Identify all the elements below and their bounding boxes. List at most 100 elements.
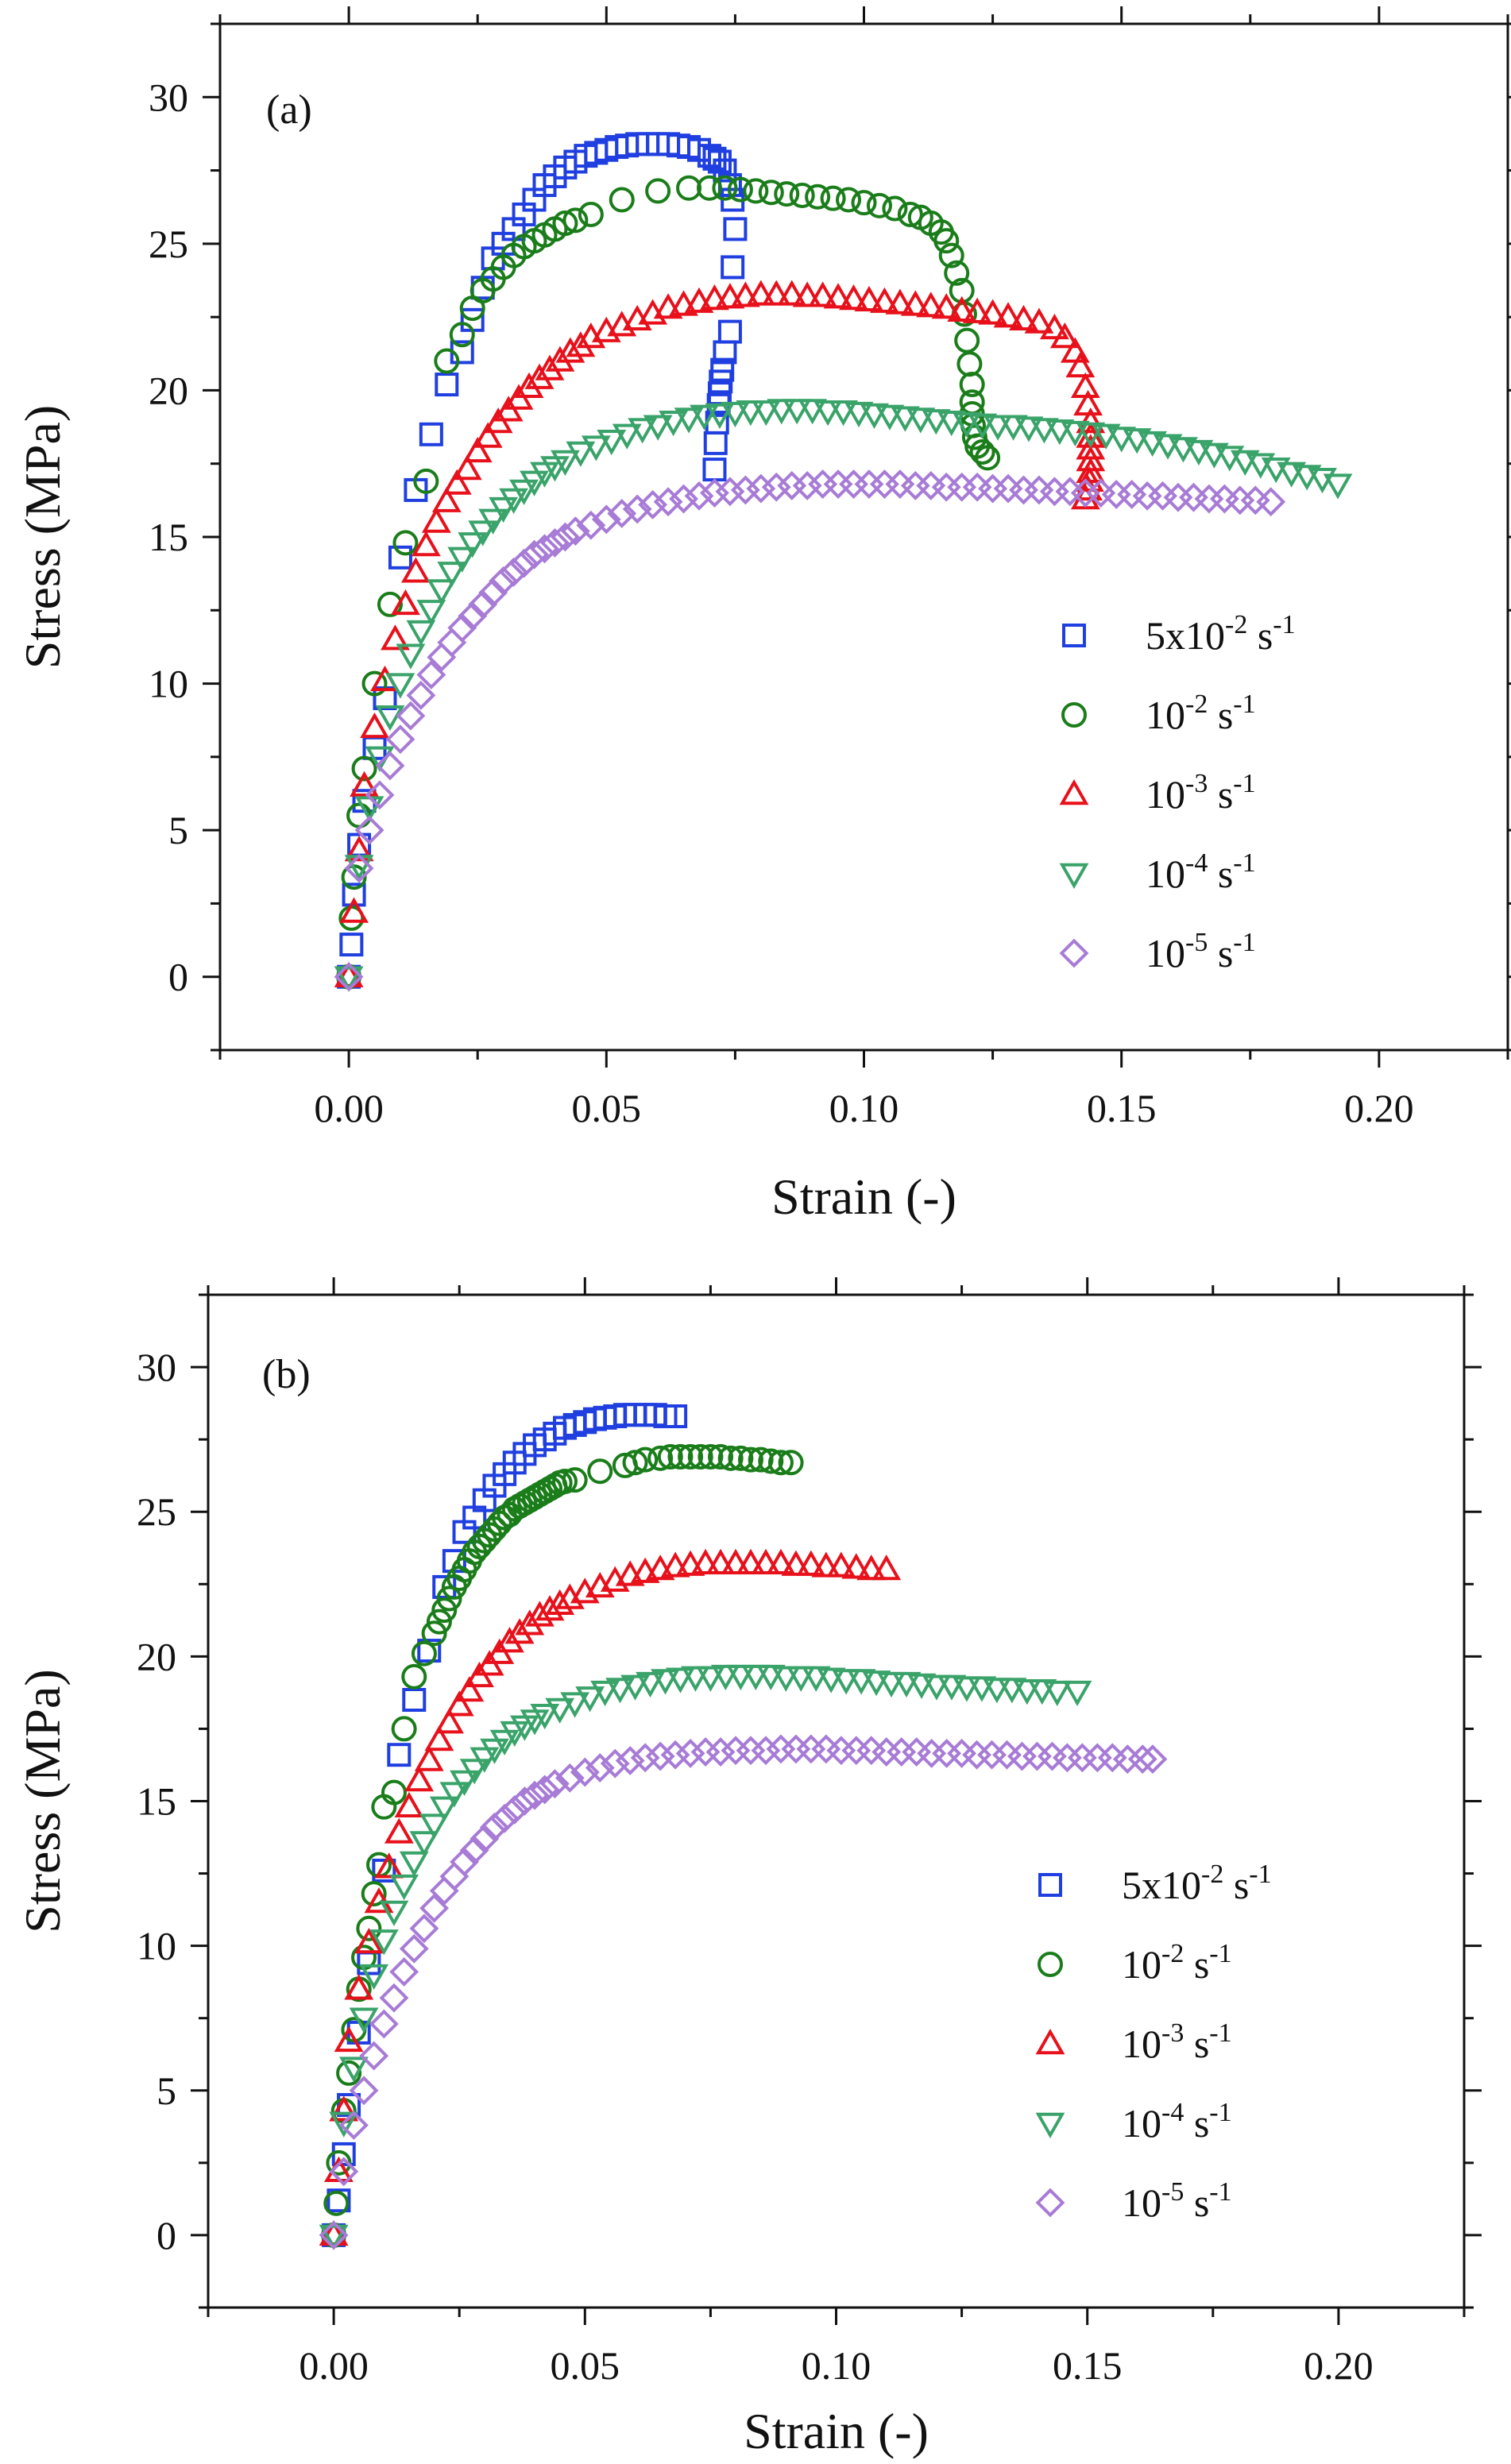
data-point <box>751 1736 781 1766</box>
data-point <box>334 962 364 992</box>
data-point <box>801 1666 831 1692</box>
data-point <box>746 473 776 504</box>
data-point <box>435 1708 464 1734</box>
data-point <box>967 1676 997 1702</box>
data-point <box>705 403 735 429</box>
x-tick-label: 0.15 <box>1053 2343 1123 2388</box>
data-point <box>319 2224 349 2250</box>
data-point <box>767 399 797 425</box>
data-point <box>539 1769 570 1799</box>
data-point <box>882 195 908 222</box>
data-point <box>615 1746 645 1775</box>
data-point <box>897 201 923 227</box>
data-point <box>636 1671 665 1698</box>
data-point <box>359 1964 389 1991</box>
data-point <box>515 1609 545 1636</box>
data-point <box>489 566 519 596</box>
data-point <box>715 477 745 507</box>
data-point <box>334 2026 364 2053</box>
data-point <box>409 1831 439 1857</box>
x-tick-label: 0.00 <box>299 2343 369 2388</box>
data-point <box>576 510 606 540</box>
data-point <box>416 600 446 626</box>
data-point <box>1277 462 1307 488</box>
data-point <box>381 624 410 651</box>
data-point <box>566 441 596 467</box>
data-point <box>831 1669 861 1695</box>
data-point <box>653 293 683 319</box>
data-point <box>555 337 585 363</box>
series-triangle-down <box>334 399 1353 992</box>
data-point <box>435 373 459 397</box>
data-point <box>866 192 892 218</box>
data-point <box>396 643 426 670</box>
data-point <box>391 1716 417 1742</box>
data-point <box>399 1851 429 1877</box>
data-point <box>339 933 364 957</box>
data-point <box>710 1664 740 1691</box>
data-point <box>344 853 374 883</box>
x-tick-label: 0.10 <box>802 2343 871 2388</box>
data-point <box>551 450 580 477</box>
series-diamond <box>334 469 1286 992</box>
data-point <box>326 2149 352 2176</box>
data-point <box>499 557 529 587</box>
data-point <box>387 1743 412 1767</box>
data-point <box>545 1697 575 1724</box>
data-point <box>394 1791 424 1817</box>
data-point <box>369 2009 399 2039</box>
series-triangle-down <box>319 1664 1092 2250</box>
data-point <box>372 1858 396 1883</box>
data-point <box>789 182 815 208</box>
x-tick-label: 0.00 <box>314 1086 384 1130</box>
data-point <box>728 1445 754 1471</box>
data-point <box>396 701 426 731</box>
data-point <box>535 354 565 380</box>
legend: 5x10-2 s-1 10-2 s-1 10-3 s-1 10-4 s-1 10-5 s… <box>1035 1860 1272 2225</box>
data-point <box>389 1874 419 1901</box>
data-point <box>411 531 441 557</box>
data-point <box>771 1666 801 1692</box>
data-point <box>1323 473 1353 500</box>
data-point <box>400 557 431 583</box>
data-point <box>581 435 611 462</box>
data-point <box>609 187 635 213</box>
y-axis-title: Stress (MPa) <box>14 1669 71 1933</box>
x-axis-title: Strain (-) <box>744 2403 929 2459</box>
data-point <box>816 1667 846 1694</box>
data-point <box>690 404 719 431</box>
data-point <box>566 331 596 357</box>
data-point <box>660 1551 690 1578</box>
data-point <box>385 673 415 699</box>
data-point <box>1200 442 1229 469</box>
legend-marker <box>1059 779 1089 805</box>
data-point <box>392 530 419 556</box>
data-point <box>470 1747 500 1773</box>
data-point <box>575 1686 605 1713</box>
data-point <box>552 1468 578 1494</box>
data-point <box>890 406 920 432</box>
data-point <box>938 242 964 268</box>
data-point <box>712 175 738 201</box>
data-point <box>338 2057 369 2083</box>
data-point <box>417 1639 442 1663</box>
y-tick-label: 10 <box>149 662 188 706</box>
data-point <box>552 210 578 237</box>
data-point <box>1049 322 1080 349</box>
data-point <box>447 613 477 643</box>
data-point <box>431 486 462 512</box>
data-point <box>612 423 642 450</box>
data-point <box>530 534 559 564</box>
legend-label: 5x10-2 s-1 <box>1146 610 1296 658</box>
data-point <box>454 1676 485 1702</box>
data-point <box>399 1933 429 1964</box>
data-point <box>933 228 960 254</box>
data-point <box>1040 313 1069 340</box>
data-point <box>1169 437 1198 463</box>
data-point <box>391 589 420 616</box>
series-square <box>322 1403 688 2247</box>
data-point <box>530 1775 560 1805</box>
data-point <box>329 2111 359 2138</box>
data-point <box>406 620 436 647</box>
data-point <box>587 1458 613 1485</box>
